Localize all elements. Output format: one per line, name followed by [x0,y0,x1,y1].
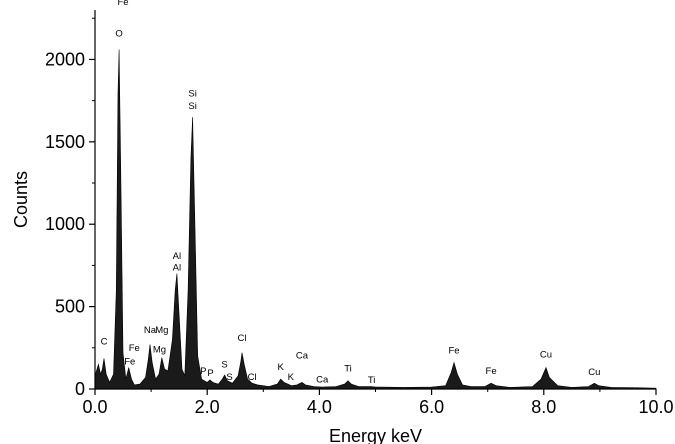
spectrum-area-series-0 [94,49,657,390]
x-tick-label: 6.0 [419,397,444,417]
peak-label: Si [188,101,196,112]
peak-label: Fe [486,366,497,377]
peak-label: Al [173,251,181,262]
peak-label: Fe [129,343,140,354]
peak-label: S [226,372,232,383]
peak-label: Cl [238,333,247,344]
peak-label: Mg [155,325,168,336]
peak-label: Ti [368,375,376,386]
y-tick-label: 1000 [45,214,85,234]
peak-label: P [207,368,213,379]
peak-label: Ti [344,364,352,375]
y-tick-label: 500 [55,297,85,317]
peak-label: Fe [124,356,135,367]
peak-label: Mg [153,345,166,356]
peak-label: P [200,366,206,377]
y-tick-label: 2000 [45,49,85,69]
peak-label: Cu [540,350,552,361]
x-axis-title: Energy keV [329,426,422,444]
peak-label: Cu [588,367,600,378]
peak-label: K [288,372,295,383]
peak-label: Al [173,262,181,273]
tick-labels: 0.0 2.0 4.0 6.0 8.0 10.0 0 500 1000 1500 2000 [45,17,674,417]
y-axis-title: Counts [11,171,31,228]
x-tick-label: 10.0 [638,397,673,417]
plot-area [94,49,657,390]
peak-label: Fe [448,346,459,357]
peak-label: S [221,360,227,371]
peak-label: Ca [316,374,329,385]
y-tick-label: 1500 [45,132,85,152]
peak-label: K [278,362,285,373]
x-tick-label: 8.0 [531,397,556,417]
peak-label: Cl [248,372,257,383]
y-tick-label: 0 [75,379,85,399]
peak-label: Fe [117,0,128,8]
x-tick-label: 4.0 [307,397,332,417]
x-tick-label: 0.0 [82,397,107,417]
peak-label: O [115,28,122,39]
x-tick-label: 2.0 [195,397,220,417]
peak-label: Na [144,325,157,336]
peak-label: C [101,337,108,348]
peak-label: Ca [296,351,309,362]
peak-label: Si [188,89,196,100]
